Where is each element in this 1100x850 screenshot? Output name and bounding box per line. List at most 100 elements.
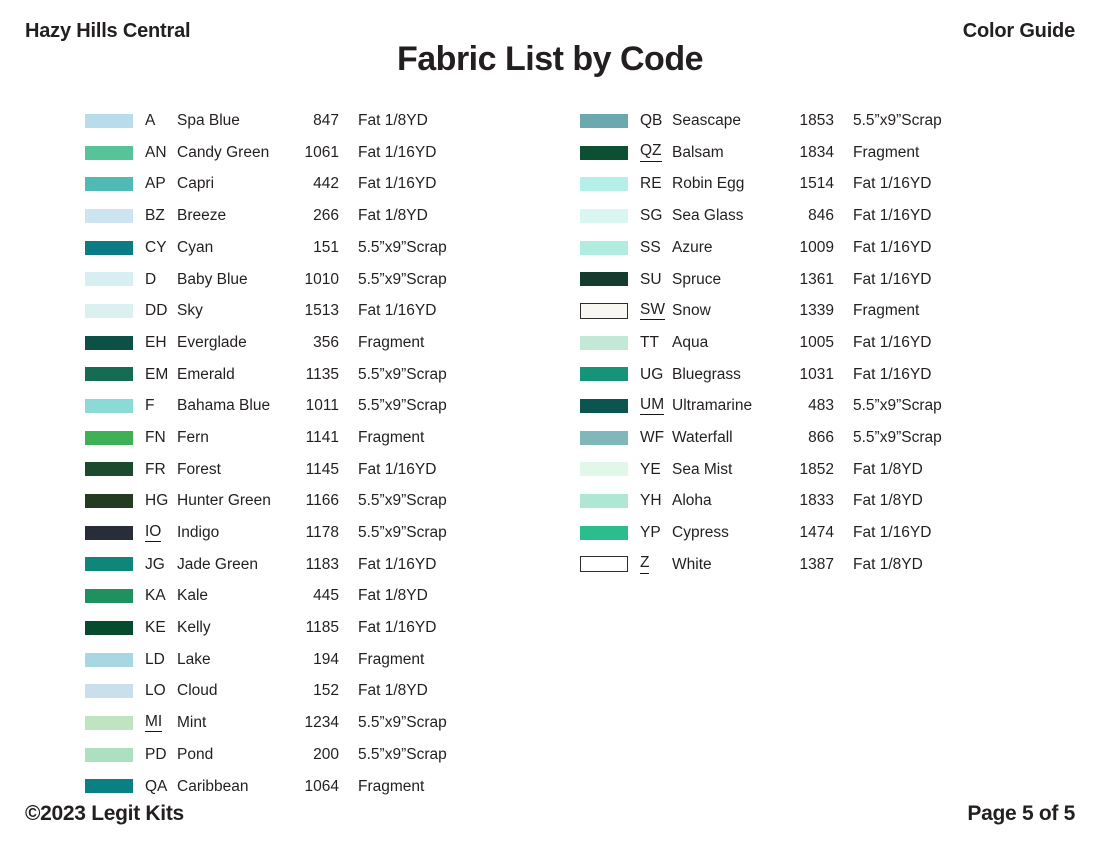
fabric-cut-size: Fat 1/16YD (853, 238, 932, 256)
fabric-cut-size: Fragment (358, 650, 425, 668)
fabric-code: JG (145, 555, 165, 573)
fabric-row: HG Hunter Green 1166 5.5”x9”Scrap (85, 485, 467, 517)
fabric-row: YH Aloha 1833 Fat 1/8YD (580, 485, 962, 517)
fabric-cut-size: Fragment (358, 777, 425, 795)
fabric-row: SW Snow 1339 Fragment (580, 295, 962, 327)
fabric-number: 1005 (799, 333, 834, 351)
fabric-color-swatch (85, 399, 133, 414)
fabric-row: UG Bluegrass 1031 Fat 1/16YD (580, 359, 962, 391)
fabric-name: Ultramarine (672, 397, 753, 415)
fabric-name: Caribbean (177, 777, 249, 795)
fabric-code: RE (640, 175, 662, 193)
fabric-row: RE Robin Egg 1514 Fat 1/16YD (580, 168, 962, 200)
fabric-number: 1514 (799, 175, 834, 193)
fabric-row: JG Jade Green 1183 Fat 1/16YD (85, 549, 467, 581)
fabric-column-right: QB Seascape 1853 5.5”x9”Scrap QZ Balsam … (580, 105, 962, 802)
fabric-cut-size: 5.5”x9”Scrap (358, 714, 447, 732)
fabric-code: TT (640, 333, 659, 351)
fabric-number: 152 (313, 682, 339, 700)
fabric-row: FR Forest 1145 Fat 1/16YD (85, 454, 467, 486)
page-title: Fabric List by Code (397, 40, 704, 78)
fabric-number: 1141 (305, 428, 339, 446)
fabric-color-swatch (85, 462, 133, 477)
fabric-number: 1185 (305, 619, 339, 637)
fabric-name: Snow (672, 302, 711, 320)
fabric-name: Waterfall (672, 428, 733, 446)
copyright-text: ©2023 Legit Kits (25, 802, 184, 825)
fabric-row: BZ Breeze 266 Fat 1/8YD (85, 200, 467, 232)
fabric-code: YH (640, 492, 662, 510)
fabric-code: CY (145, 238, 167, 256)
fabric-number: 1166 (305, 492, 339, 510)
fabric-code: WF (640, 428, 665, 446)
fabric-color-swatch (85, 494, 133, 509)
document-title: Hazy Hills Central (25, 20, 191, 42)
fabric-cut-size: Fat 1/16YD (853, 524, 932, 542)
fabric-name: Cyan (177, 238, 214, 256)
fabric-row: PD Pond 200 5.5”x9”Scrap (85, 739, 467, 771)
fabric-color-swatch (85, 113, 133, 128)
fabric-number: 1061 (304, 143, 339, 161)
fabric-cut-size: 5.5”x9”Scrap (358, 365, 447, 383)
fabric-code: MI (145, 714, 163, 733)
fabric-row: QB Seascape 1853 5.5”x9”Scrap (580, 105, 962, 137)
page-number: Page 5 of 5 (967, 802, 1075, 825)
fabric-row: IO Indigo 1178 5.5”x9”Scrap (85, 517, 467, 549)
fabric-name: Fern (177, 428, 209, 446)
fabric-code: QA (145, 777, 168, 795)
fabric-number: 1234 (304, 714, 339, 732)
fabric-number: 1852 (799, 460, 834, 478)
fabric-code: BZ (145, 207, 165, 225)
fabric-color-swatch (580, 177, 628, 192)
fabric-row: YE Sea Mist 1852 Fat 1/8YD (580, 454, 962, 486)
fabric-color-swatch (580, 494, 628, 509)
fabric-color-swatch (85, 367, 133, 382)
fabric-code: Z (640, 555, 650, 574)
fabric-name: Spa Blue (177, 112, 240, 130)
fabric-name: Cloud (177, 682, 218, 700)
fabric-code: DD (145, 302, 168, 320)
fabric-code: KA (145, 587, 166, 605)
fabric-row: AN Candy Green 1061 Fat 1/16YD (85, 137, 467, 169)
fabric-cut-size: Fat 1/16YD (853, 270, 932, 288)
fabric-number: 1474 (799, 524, 834, 542)
fabric-code: PD (145, 745, 167, 763)
fabric-name: Lake (177, 650, 211, 668)
fabric-cut-size: Fat 1/16YD (358, 555, 437, 573)
fabric-color-swatch (85, 430, 133, 445)
fabric-cut-size: Fat 1/8YD (358, 682, 428, 700)
fabric-row: KE Kelly 1185 Fat 1/16YD (85, 612, 467, 644)
fabric-color-swatch (85, 208, 133, 223)
fabric-color-swatch (85, 525, 133, 540)
fabric-code: SG (640, 207, 663, 225)
fabric-code: FR (145, 460, 166, 478)
fabric-color-swatch (580, 430, 628, 445)
fabric-code: SS (640, 238, 661, 256)
fabric-row: QZ Balsam 1834 Fragment (580, 137, 962, 169)
fabric-cut-size: Fat 1/8YD (853, 555, 923, 573)
fabric-code: EH (145, 333, 167, 351)
fabric-cut-size: 5.5”x9”Scrap (358, 524, 447, 542)
fabric-color-swatch (580, 113, 628, 128)
fabric-color-swatch (85, 240, 133, 255)
fabric-name: Sky (177, 302, 203, 320)
fabric-row: CY Cyan 151 5.5”x9”Scrap (85, 232, 467, 264)
fabric-name: Breeze (177, 207, 227, 225)
fabric-row: A Spa Blue 847 Fat 1/8YD (85, 105, 467, 137)
fabric-code: QZ (640, 143, 662, 162)
fabric-number: 1009 (799, 238, 834, 256)
fabric-name: Capri (177, 175, 215, 193)
fabric-name: Aqua (672, 333, 709, 351)
fabric-row: QA Caribbean 1064 Fragment (85, 770, 467, 802)
fabric-code: SU (640, 270, 662, 288)
fabric-row: Z White 1387 Fat 1/8YD (580, 549, 962, 581)
fabric-cut-size: Fat 1/8YD (853, 460, 923, 478)
fabric-row: DD Sky 1513 Fat 1/16YD (85, 295, 467, 327)
fabric-name: White (672, 555, 712, 573)
fabric-name: Sea Glass (672, 207, 744, 225)
fabric-code: LO (145, 682, 166, 700)
fabric-number: 866 (808, 428, 834, 446)
fabric-code: AP (145, 175, 166, 193)
fabric-number: 1010 (304, 270, 339, 288)
fabric-name: Aloha (672, 492, 712, 510)
